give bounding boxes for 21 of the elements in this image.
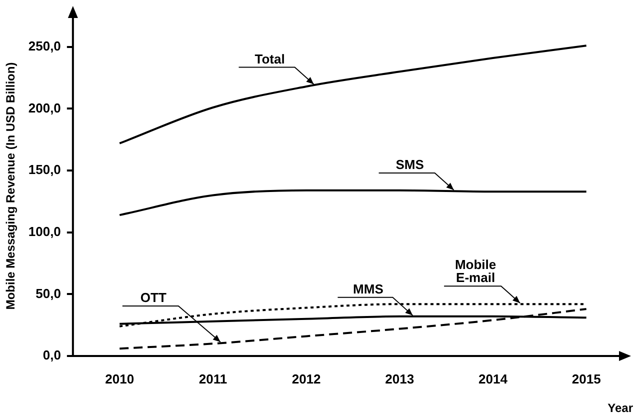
y-tick-label: 250,0 <box>28 38 61 54</box>
x-tick-label: 2013 <box>385 371 414 386</box>
x-axis-title: Year <box>608 401 634 416</box>
line-series <box>118 308 588 350</box>
series-label: MMS <box>353 281 384 296</box>
x-tick-label: 2011 <box>198 371 228 386</box>
text: OTT <box>140 290 166 306</box>
x-tick-label: 2012 <box>292 371 321 386</box>
series-label: Total <box>254 51 285 66</box>
y-tick-label: 50,0 <box>36 286 61 301</box>
y-tick-label: 0,0 <box>42 348 61 363</box>
series-label: SMS <box>396 157 424 172</box>
y-tick-label: 150,0 <box>28 162 61 178</box>
x-tick-label: 2010 <box>105 371 134 386</box>
y-tick-label: 200,0 <box>28 100 61 116</box>
x-tick-label: 2014 <box>478 371 508 386</box>
y-axis-title: Mobile Messaging Revenue (In USD Billion) <box>4 62 18 310</box>
series-label: Mobile E-mail <box>454 257 496 286</box>
x-tick-label: 2015 <box>572 371 601 386</box>
line-series <box>118 44 588 144</box>
y-tick-label: 100,0 <box>28 224 61 239</box>
